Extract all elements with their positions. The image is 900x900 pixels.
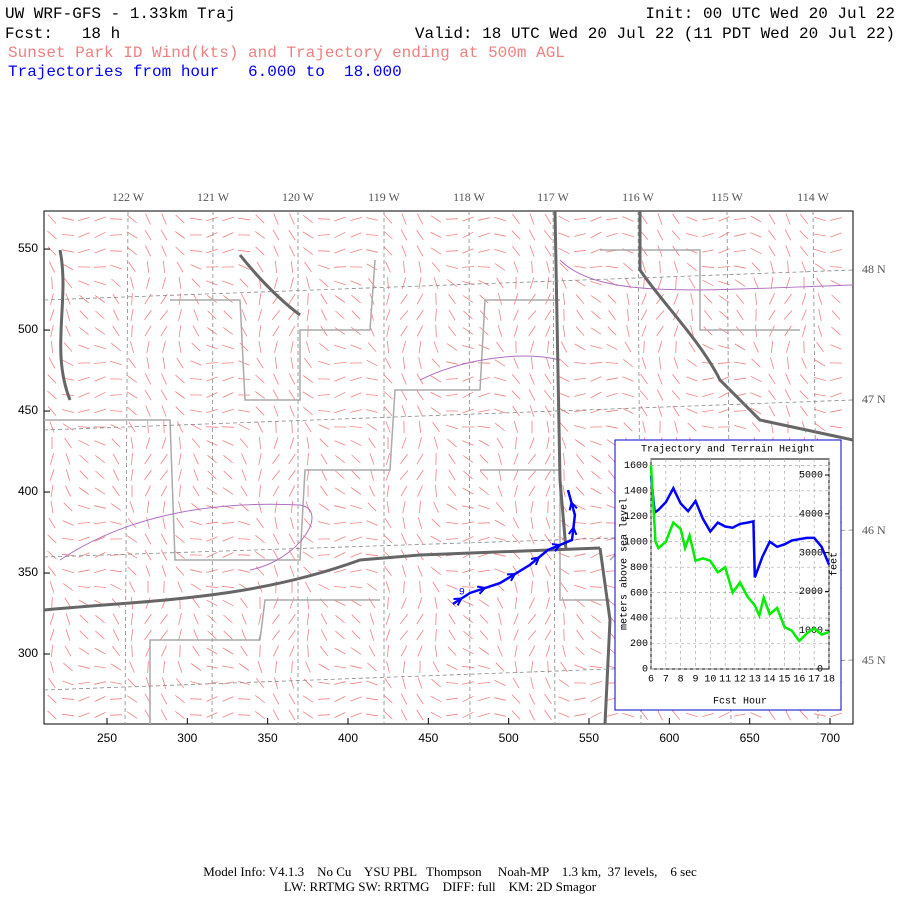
- x-tick-label: 650: [740, 731, 760, 745]
- inset-title: Trajectory and Terrain Height: [641, 444, 815, 456]
- x-tick-label: 10: [704, 675, 716, 686]
- inset-x-label: Fcst Hour: [713, 697, 767, 708]
- x-tick-label: 300: [177, 731, 197, 745]
- x-tick-label: 600: [659, 731, 679, 745]
- y-tick-label: 350: [18, 565, 38, 579]
- x-tick-label: 12: [734, 675, 746, 686]
- latitude-label: 46 N: [862, 523, 886, 537]
- y-tick-label: 400: [630, 614, 648, 625]
- trajectory-arrow: [506, 572, 517, 582]
- trajectory-note: Trajectories from hour 6.000 to 18.000: [8, 63, 402, 81]
- y-tick-label: 1200: [624, 512, 648, 523]
- y-tick-label: 500: [18, 322, 38, 336]
- trajectory-arrow: [567, 525, 578, 536]
- x-tick-label: 15: [778, 675, 790, 686]
- inset-chart: Trajectory and Terrain Height Fcst Hour …: [614, 439, 842, 711]
- subtitle: Sunset Park ID Wind(kts) and Trajectory …: [8, 44, 565, 62]
- latitude-label: 47 N: [862, 392, 886, 406]
- x-tick-label: 400: [338, 731, 358, 745]
- x-tick-label: 500: [499, 731, 519, 745]
- longitude-label: 120 W: [282, 190, 315, 204]
- inset-y-label: meters above sea level: [619, 498, 631, 630]
- y-tick-label: 300: [18, 646, 38, 660]
- physics-info: LW: RRTMG SW: RRTMG DIFF: full KM: 2D Sm…: [284, 879, 597, 894]
- longitude-label: 119 W: [368, 190, 400, 204]
- y2-tick-label: 4000: [799, 509, 823, 520]
- x-tick-label: 14: [764, 675, 776, 686]
- longitude-label: 117 W: [537, 190, 569, 204]
- y2-tick-label: 3000: [799, 548, 823, 559]
- x-tick-label: 13: [749, 675, 761, 686]
- rivers: [59, 259, 854, 571]
- trajectory-arrow: [568, 500, 578, 511]
- y-tick-label: 550: [18, 241, 38, 255]
- x-tick-label: 8: [678, 675, 684, 686]
- y-tick-label: 400: [18, 484, 38, 498]
- x-tick-label: 17: [808, 675, 820, 686]
- inset-y2-label: feet: [829, 552, 841, 576]
- y2-tick-label: 2000: [799, 587, 823, 598]
- trajectory-hour-label: 9: [459, 588, 465, 599]
- x-tick-label: 16: [793, 675, 805, 686]
- series-line: [649, 475, 831, 578]
- y-tick-label: 450: [18, 403, 38, 417]
- latitude-label: 45 N: [862, 653, 886, 667]
- state-boundaries: [43, 210, 854, 725]
- y-tick-label: 800: [630, 563, 648, 574]
- x-tick-label: 9: [692, 675, 698, 686]
- longitude-label: 116 W: [622, 190, 654, 204]
- y-tick-label: 1600: [624, 461, 648, 472]
- trajectory-arrow: [551, 543, 562, 552]
- x-tick-label: 550: [579, 731, 599, 745]
- longitude-label: 114 W: [797, 190, 829, 204]
- y2-tick-label: 0: [817, 665, 823, 676]
- forecast-hour: Fcst: 18 h: [5, 25, 120, 43]
- model-info: Model Info: V4.1.3 No Cu YSU PBL Thompso…: [203, 864, 697, 879]
- x-tick-label: 350: [258, 731, 278, 745]
- trajectory-arrow: [453, 597, 464, 606]
- x-tick-label: 700: [820, 731, 840, 745]
- latitude-label: 48 N: [862, 262, 886, 276]
- longitude-label: 115 W: [711, 190, 743, 204]
- x-tick-label: 18: [823, 675, 835, 686]
- y2-tick-label: 5000: [799, 471, 823, 482]
- x-tick-label: 450: [418, 731, 438, 745]
- longitude-label: 118 W: [453, 190, 485, 204]
- y-tick-label: 1000: [624, 537, 648, 548]
- trajectory-arrow: [476, 585, 487, 595]
- y-tick-label: 600: [630, 588, 648, 599]
- y-tick-label: 200: [630, 639, 648, 650]
- init-time: Init: 00 UTC Wed 20 Jul 22: [645, 5, 895, 23]
- trajectory-arrow: [530, 556, 541, 566]
- title: UW WRF-GFS - 1.33km Traj: [5, 5, 235, 23]
- y-tick-label: 0: [642, 665, 648, 676]
- x-tick-label: 250: [97, 731, 117, 745]
- series-line: [649, 465, 830, 643]
- y-tick-label: 1400: [624, 486, 648, 497]
- x-tick-label: 7: [663, 675, 669, 686]
- longitude-label: 122 W: [112, 190, 145, 204]
- valid-time: Valid: 18 UTC Wed 20 Jul 22 (11 PDT Wed …: [415, 25, 895, 43]
- x-tick-label: 11: [719, 675, 731, 686]
- x-tick-label: 6: [648, 675, 654, 686]
- longitude-label: 121 W: [197, 190, 230, 204]
